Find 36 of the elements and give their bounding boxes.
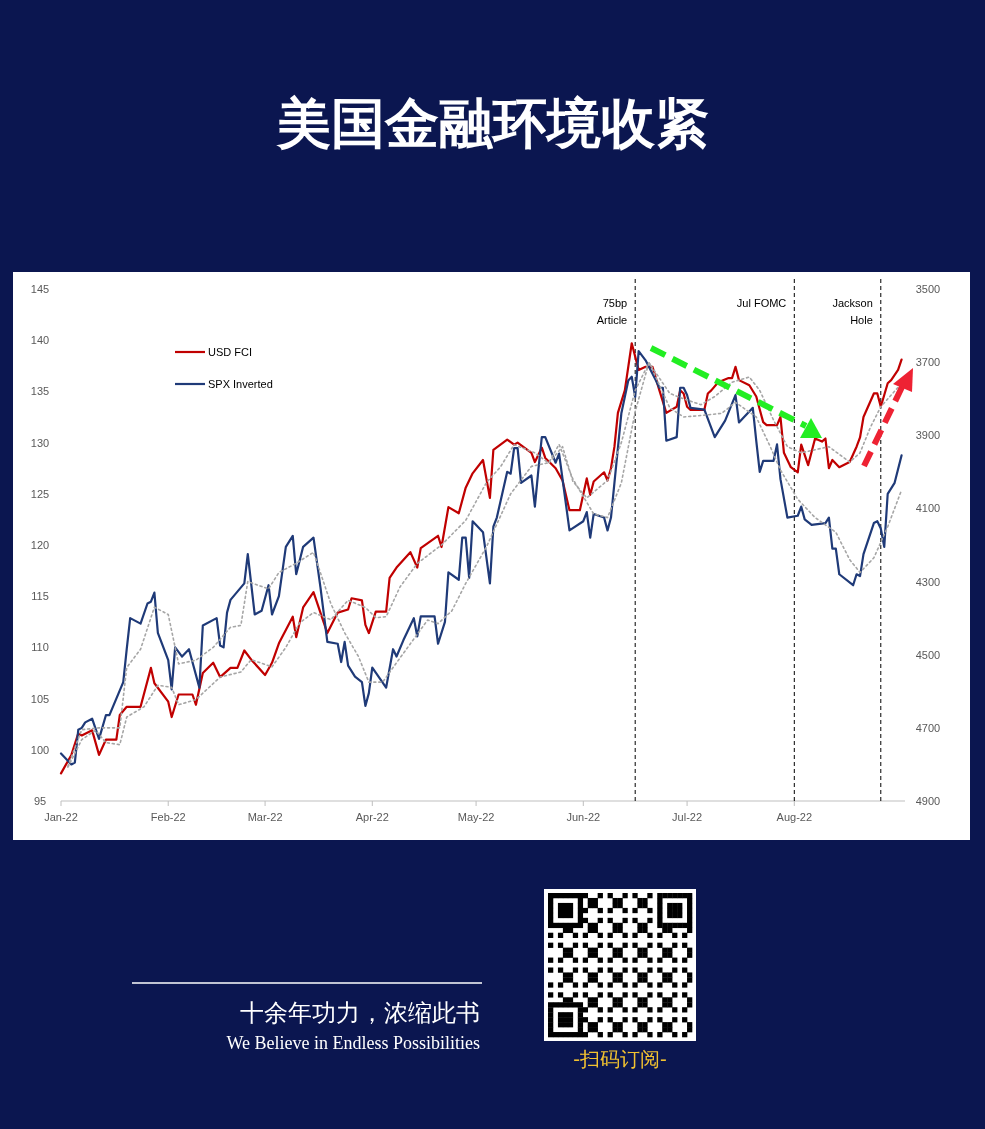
y2-tick-label: 4900 [915,795,941,807]
y-tick-label: 120 [30,539,50,551]
y-tick-label: 125 [30,487,50,500]
ref-line-label: Jackson Hole [832,297,873,326]
text: We Believe in Endless Possibilities [226,1033,480,1053]
text: 十余年功力，浓缩此书 [240,999,480,1027]
y2-tick-label: 3700 [915,356,941,369]
legend-label: USD FCI [208,346,252,358]
y2-tick-label: 4300 [915,575,941,588]
y-tick-label: 135 [30,385,50,398]
y2-tick-label: 4500 [915,648,941,661]
y-tick-label: 95 [33,795,47,807]
y2-tick-label: 4100 [915,502,941,515]
y-tick-label: 100 [30,743,50,756]
y-tick-label: 115 [31,590,49,603]
y-tick-label: 110 [31,641,49,654]
text: -扫码订阅- [573,1047,667,1071]
x-tick-label: Aug-22 [776,811,813,823]
y-tick-label: 145 [30,283,50,295]
x-tick-label: Feb-22 [150,811,186,823]
y-tick-label: 130 [30,436,50,449]
legend-label: SPX Inverted [208,378,273,390]
chart-title: 美国金融环境收紧 [275,92,709,155]
x-tick-label: Apr-22 [355,811,389,823]
x-tick-label: Jun-22 [566,811,601,823]
y2-tick-label: 3500 [915,283,941,295]
y-tick-label: 140 [30,334,50,347]
x-tick-label: May-22 [457,811,495,823]
x-tick-label: Jul-22 [672,811,703,823]
y2-tick-label: 3900 [915,429,941,442]
y2-tick-label: 4700 [915,721,941,734]
ref-line-label: 75bp Article [596,297,628,326]
y-tick-label: 105 [30,692,50,705]
ref-line-label: Jul FOMC [736,297,787,309]
x-tick-label: Jan-22 [44,811,78,823]
x-tick-label: Mar-22 [247,811,283,823]
